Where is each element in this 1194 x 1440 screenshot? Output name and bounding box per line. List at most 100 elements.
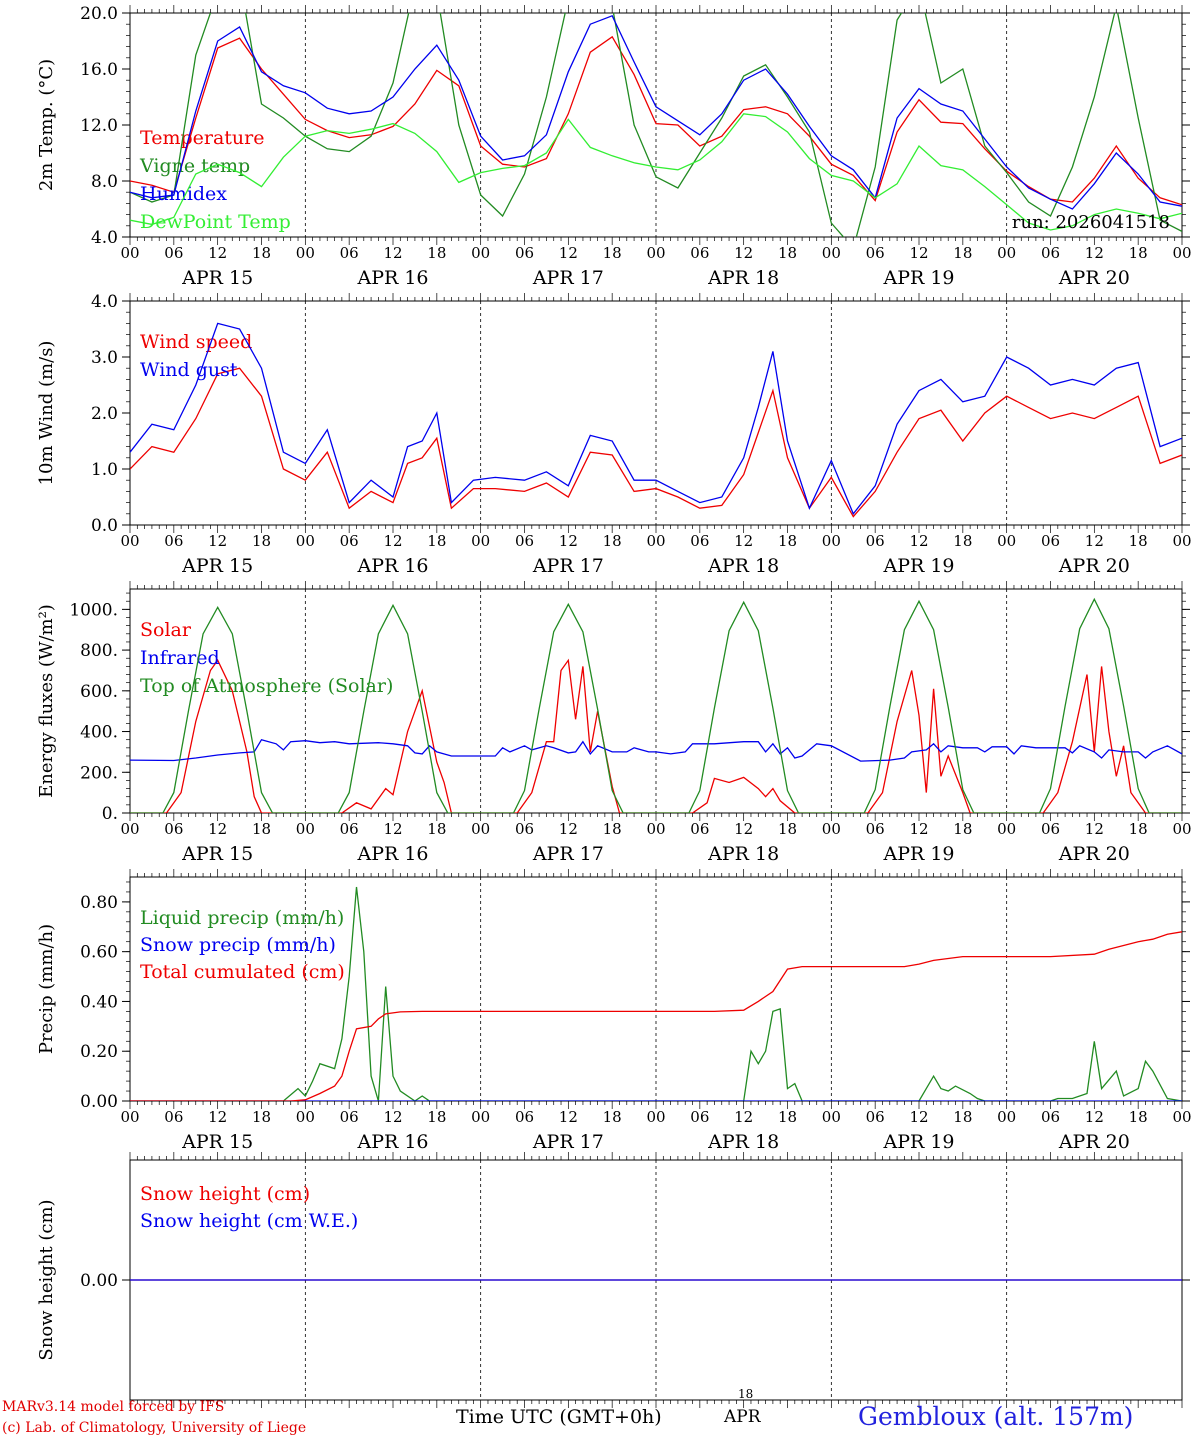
wind-x-hour-label: 18 bbox=[778, 532, 797, 550]
wind-x-day-label: APR 15 bbox=[181, 555, 253, 577]
precip-x-day-label: APR 17 bbox=[532, 1131, 604, 1153]
wind-x-hour-label: 12 bbox=[559, 532, 578, 550]
energy-x-hour-label: 06 bbox=[1041, 820, 1060, 838]
temp-x-hour-label: 06 bbox=[340, 244, 359, 262]
wind-x-hour-label: 18 bbox=[953, 532, 972, 550]
precip-y-tick-label: 0.40 bbox=[80, 992, 118, 1012]
wind-x-hour-label: 12 bbox=[909, 532, 928, 550]
wind-y-tick-label: 4.0 bbox=[91, 292, 118, 312]
energy-x-hour-label: 18 bbox=[953, 820, 972, 838]
precip-x-hour-label: 12 bbox=[734, 1108, 753, 1126]
precip-x-hour-label: 18 bbox=[427, 1108, 446, 1126]
precip-legend-entry: Snow precip (mm/h) bbox=[140, 934, 336, 956]
temp-x-hour-label: 06 bbox=[1041, 244, 1060, 262]
temp-x-day-label: APR 18 bbox=[707, 267, 779, 289]
precip-x-hour-label: 06 bbox=[515, 1108, 534, 1126]
energy-x-hour-label: 06 bbox=[866, 820, 885, 838]
energy-x-day-label: APR 16 bbox=[356, 843, 428, 865]
energy-x-hour-label: 18 bbox=[252, 820, 271, 838]
precip-x-hour-label: 00 bbox=[822, 1108, 841, 1126]
energy-y-tick-label: 400. bbox=[80, 723, 118, 743]
temp-x-hour-label: 00 bbox=[471, 244, 490, 262]
temp-x-day-label: APR 15 bbox=[181, 267, 253, 289]
wind-x-hour-label: 18 bbox=[603, 532, 622, 550]
temp-series-dewpoint-temp bbox=[130, 113, 1182, 231]
wind-x-hour-label: 12 bbox=[208, 532, 227, 550]
wind-x-day-label: APR 19 bbox=[882, 555, 954, 577]
temp-x-hour-label: 00 bbox=[646, 244, 665, 262]
precip-x-day-label: APR 15 bbox=[181, 1131, 253, 1153]
temp-x-hour-label: 12 bbox=[909, 244, 928, 262]
wind-x-hour-label: 06 bbox=[515, 532, 534, 550]
wind-x-hour-label: 06 bbox=[340, 532, 359, 550]
energy-x-hour-label: 06 bbox=[340, 820, 359, 838]
precip-x-day-label: APR 19 bbox=[882, 1131, 954, 1153]
wind-series-wind-speed bbox=[130, 367, 1182, 518]
precip-x-hour-label: 12 bbox=[383, 1108, 402, 1126]
temp-x-day-label: APR 17 bbox=[532, 267, 604, 289]
energy-x-hour-label: 12 bbox=[909, 820, 928, 838]
wind-x-day-label: APR 20 bbox=[1058, 555, 1130, 577]
precip-x-hour-label: 06 bbox=[1041, 1108, 1060, 1126]
precip-legend-entry: Liquid precip (mm/h) bbox=[140, 907, 344, 929]
precip-x-hour-label: 00 bbox=[997, 1108, 1016, 1126]
temp-y-tick-label: 8.0 bbox=[91, 172, 118, 192]
temp-x-hour-label: 00 bbox=[997, 244, 1016, 262]
temp-x-hour-label: 18 bbox=[778, 244, 797, 262]
energy-frame bbox=[129, 588, 1183, 814]
lab-credit-line: (c) Lab. of Climatology, University of L… bbox=[2, 1420, 307, 1436]
precip-x-hour-label: 18 bbox=[603, 1108, 622, 1126]
wind-series-wind-gust bbox=[130, 322, 1182, 516]
temp-x-hour-label: 18 bbox=[1129, 244, 1148, 262]
temp-x-hour-label: 12 bbox=[383, 244, 402, 262]
temp-legend-entry: Humidex bbox=[140, 183, 227, 205]
energy-x-hour-label: 06 bbox=[515, 820, 534, 838]
temp-x-hour-label: 00 bbox=[1172, 244, 1191, 262]
wind-y-tick-label: 0.0 bbox=[91, 516, 118, 536]
temp-x-day-label: APR 16 bbox=[356, 267, 428, 289]
temp-x-day-label: APR 20 bbox=[1058, 267, 1130, 289]
temp-y-axis-label: 2m Temp. (°C) bbox=[36, 59, 57, 191]
energy-y-axis-label: Energy fluxes (W/m²) bbox=[36, 604, 57, 798]
snow-y-tick-label: 0.00 bbox=[80, 1271, 118, 1291]
temp-x-hour-label: 12 bbox=[208, 244, 227, 262]
energy-x-day-label: APR 20 bbox=[1058, 843, 1130, 865]
temp-y-tick-label: 4.0 bbox=[91, 228, 118, 248]
precip-x-hour-label: 00 bbox=[471, 1108, 490, 1126]
temp-series-temperature bbox=[130, 35, 1182, 206]
snow-legend-entry: Snow height (cm W.E.) bbox=[140, 1210, 358, 1232]
precip-y-tick-label: 0.00 bbox=[80, 1092, 118, 1112]
precip-x-hour-label: 18 bbox=[778, 1108, 797, 1126]
temp-y-tick-label: 12.0 bbox=[80, 116, 118, 136]
wind-y-axis-label: 10m Wind (m/s) bbox=[36, 341, 57, 486]
temp-y-tick-label: 16.0 bbox=[80, 60, 118, 80]
precip-y-axis-label: Precip (mm/h) bbox=[36, 924, 57, 1054]
precip-x-hour-label: 12 bbox=[1085, 1108, 1104, 1126]
x-axis-title: Time UTC (GMT+0h) bbox=[456, 1406, 662, 1428]
wind-x-hour-label: 00 bbox=[997, 532, 1016, 550]
temp-legend-entry: DewPoint Temp bbox=[140, 211, 291, 233]
precip-x-day-label: APR 16 bbox=[356, 1131, 428, 1153]
precip-x-hour-label: 06 bbox=[164, 1108, 183, 1126]
precip-x-day-label: APR 20 bbox=[1058, 1131, 1130, 1153]
precip-x-hour-label: 00 bbox=[1172, 1108, 1191, 1126]
precip-legend-entry: Total cumulated (cm) bbox=[140, 961, 345, 983]
wind-y-tick-label: 3.0 bbox=[91, 348, 118, 368]
energy-x-hour-label: 12 bbox=[559, 820, 578, 838]
energy-x-hour-label: 00 bbox=[1172, 820, 1191, 838]
wind-x-day-label: APR 17 bbox=[532, 555, 604, 577]
precip-x-hour-label: 00 bbox=[296, 1108, 315, 1126]
precip-series-total-cumulated-cm- bbox=[130, 931, 1182, 1101]
temp-x-hour-label: 12 bbox=[559, 244, 578, 262]
energy-x-hour-label: 18 bbox=[603, 820, 622, 838]
center-day-label: 18 bbox=[738, 1387, 754, 1401]
wind-x-hour-label: 00 bbox=[296, 532, 315, 550]
energy-x-hour-label: 00 bbox=[296, 820, 315, 838]
wind-x-hour-label: 06 bbox=[164, 532, 183, 550]
wind-x-hour-label: 06 bbox=[690, 532, 709, 550]
precip-x-hour-label: 00 bbox=[646, 1108, 665, 1126]
energy-x-hour-label: 18 bbox=[1129, 820, 1148, 838]
temp-x-hour-label: 18 bbox=[953, 244, 972, 262]
temp-x-hour-label: 06 bbox=[690, 244, 709, 262]
temp-frame bbox=[129, 12, 1183, 238]
